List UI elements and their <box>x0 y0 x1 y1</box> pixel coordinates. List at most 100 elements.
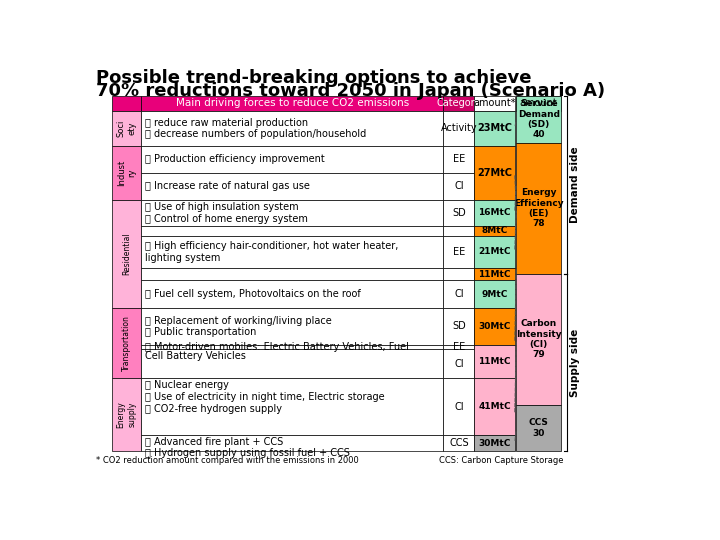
Text: SD: SD <box>452 321 466 332</box>
Text: CCS
30: CCS 30 <box>528 418 549 438</box>
Polygon shape <box>474 96 515 111</box>
Polygon shape <box>474 268 515 280</box>
Text: ・ Motor-driven mobiles: Electric Battery Vehicles, Fuel: ・ Motor-driven mobiles: Electric Battery… <box>145 342 409 352</box>
Text: Energy
supply: Energy supply <box>117 401 136 428</box>
Polygon shape <box>141 378 444 435</box>
Polygon shape <box>141 226 444 236</box>
Polygon shape <box>112 146 141 200</box>
Text: CCS: Carbon Capture Storage: CCS: Carbon Capture Storage <box>438 456 563 465</box>
Text: Energy
Efficiency
(EE)
78: Energy Efficiency (EE) 78 <box>514 188 564 228</box>
Text: ・ Production efficiency improvement: ・ Production efficiency improvement <box>145 154 325 165</box>
Polygon shape <box>444 96 474 111</box>
Text: CI: CI <box>454 181 464 192</box>
Text: Main driving forces to reduce CO2 emissions: Main driving forces to reduce CO2 emissi… <box>176 98 409 109</box>
Text: Possible trend-breaking options to achieve: Possible trend-breaking options to achie… <box>96 69 531 86</box>
Polygon shape <box>444 236 474 268</box>
Polygon shape <box>516 274 561 405</box>
Text: 30MtC: 30MtC <box>478 322 510 331</box>
Text: Demand side: Demand side <box>570 146 580 223</box>
Text: Soci
ety: Soci ety <box>117 120 136 137</box>
Polygon shape <box>516 96 561 143</box>
Text: Category: Category <box>437 98 481 109</box>
Polygon shape <box>141 268 444 280</box>
Polygon shape <box>444 280 474 308</box>
Text: Supply side: Supply side <box>570 328 580 397</box>
Polygon shape <box>474 111 515 146</box>
Text: ・ Fuel cell system, Photovoltaics on the roof: ・ Fuel cell system, Photovoltaics on the… <box>145 289 361 299</box>
Polygon shape <box>516 405 561 451</box>
Polygon shape <box>474 308 515 345</box>
Polygon shape <box>516 143 561 274</box>
Polygon shape <box>444 111 474 146</box>
Polygon shape <box>444 146 474 173</box>
Polygon shape <box>141 96 444 111</box>
Text: 70% reductions toward 2050 in Japan (Scenario A): 70% reductions toward 2050 in Japan (Sce… <box>96 82 606 100</box>
Text: Activity: Activity <box>441 124 477 133</box>
Text: EE: EE <box>453 342 465 352</box>
Text: CCS: CCS <box>449 438 469 448</box>
Text: EE: EE <box>453 154 465 165</box>
Polygon shape <box>141 111 444 146</box>
Polygon shape <box>141 435 444 451</box>
Polygon shape <box>444 268 474 280</box>
Text: ・ Nuclear energy
・ Use of electricity in night time, Electric storage
・ CO2-free: ・ Nuclear energy ・ Use of electricity in… <box>145 380 384 414</box>
Polygon shape <box>444 349 474 378</box>
Polygon shape <box>112 111 141 146</box>
Text: 21MtC: 21MtC <box>478 247 510 256</box>
Text: amount: amount <box>520 98 557 109</box>
Polygon shape <box>474 236 515 268</box>
Text: 27MtC: 27MtC <box>477 168 512 178</box>
Text: 11MtC: 11MtC <box>478 269 510 279</box>
Text: Transportation: Transportation <box>122 315 131 371</box>
Text: 23MtC: 23MtC <box>477 124 512 133</box>
Text: 16MtC: 16MtC <box>478 208 510 218</box>
Text: ・ Increase rate of natural gas use: ・ Increase rate of natural gas use <box>145 181 310 192</box>
Polygon shape <box>516 96 561 111</box>
Text: Cell Battery Vehicles: Cell Battery Vehicles <box>145 351 246 361</box>
Polygon shape <box>444 345 474 349</box>
Text: amount*: amount* <box>473 98 516 109</box>
Polygon shape <box>141 308 444 345</box>
Polygon shape <box>474 226 515 236</box>
Polygon shape <box>444 200 474 226</box>
Polygon shape <box>474 345 515 378</box>
Polygon shape <box>474 200 515 226</box>
Polygon shape <box>444 435 474 451</box>
Text: CI: CI <box>454 289 464 299</box>
Polygon shape <box>474 435 515 451</box>
Polygon shape <box>141 146 444 173</box>
Polygon shape <box>444 308 474 345</box>
Text: 8MtC: 8MtC <box>482 226 508 235</box>
Text: ・ High efficiency hair-conditioner, hot water heater,
lighting system: ・ High efficiency hair-conditioner, hot … <box>145 241 398 263</box>
Polygon shape <box>444 226 474 236</box>
Text: ・ Replacement of working/living place
・ Public transportation: ・ Replacement of working/living place ・ … <box>145 315 332 337</box>
Text: Carbon
Intensity
(CI)
79: Carbon Intensity (CI) 79 <box>516 319 562 360</box>
Text: SD: SD <box>452 208 466 218</box>
Text: EE: EE <box>453 247 465 257</box>
Polygon shape <box>141 349 444 378</box>
Polygon shape <box>474 280 515 308</box>
Polygon shape <box>444 173 474 200</box>
Polygon shape <box>112 200 141 308</box>
Text: Indust
ry: Indust ry <box>117 160 136 186</box>
Text: * CO2 reduction amount compared with the emissions in 2000: * CO2 reduction amount compared with the… <box>96 456 359 465</box>
Text: Service
Demand
(SD)
40: Service Demand (SD) 40 <box>518 99 559 139</box>
Text: 9MtC: 9MtC <box>482 289 508 299</box>
Polygon shape <box>141 200 444 226</box>
Polygon shape <box>474 378 515 435</box>
Text: 41MtC: 41MtC <box>478 402 511 411</box>
Polygon shape <box>141 236 444 268</box>
Text: CI: CI <box>454 359 464 369</box>
Polygon shape <box>112 96 141 111</box>
Text: CI: CI <box>454 402 464 411</box>
Text: ・ reduce raw material production
・ decrease numbers of population/household: ・ reduce raw material production ・ decre… <box>145 118 366 139</box>
Text: 11MtC: 11MtC <box>478 357 510 366</box>
Polygon shape <box>141 173 444 200</box>
Polygon shape <box>474 146 515 200</box>
Polygon shape <box>112 378 141 451</box>
Text: Residential: Residential <box>122 233 131 275</box>
Text: 30MtC: 30MtC <box>478 439 510 448</box>
Polygon shape <box>141 345 444 349</box>
Polygon shape <box>444 378 474 435</box>
Polygon shape <box>112 308 141 378</box>
